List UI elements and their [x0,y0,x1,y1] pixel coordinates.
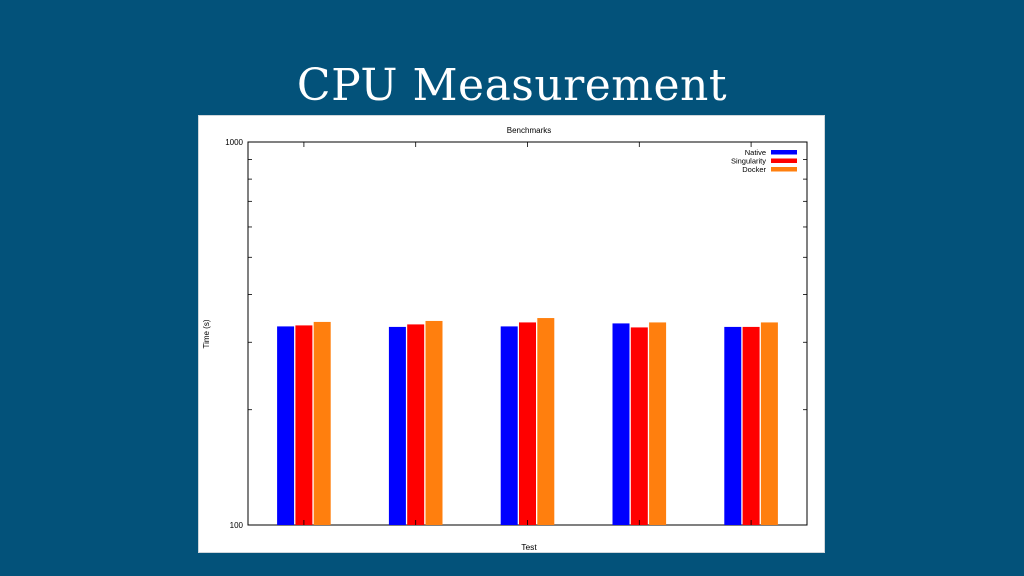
bar-native [612,323,630,525]
slide-title: CPU Measurement [296,60,728,111]
legend-label-native: Native [745,148,766,157]
legend-swatch-singularity [771,158,797,163]
x-axis-label: Test [521,542,537,552]
bar-native [724,326,742,525]
bar-native [388,326,406,525]
legend-label-docker: Docker [742,165,766,174]
bar-singularity [295,325,313,525]
y-axis-label: Time (s) [202,319,211,348]
chart-title: Benchmarks [507,126,551,135]
legend-swatch-native [771,150,797,155]
bar-docker [313,321,331,525]
legend-swatch-docker [771,167,797,172]
bar-docker [760,322,778,525]
bar-docker [649,322,667,525]
bar-docker [425,320,443,525]
bar-singularity [519,322,536,525]
bar-singularity [742,326,760,525]
benchmarks-chart: Benchmarks Test Time (s) 100 1000 NativeSi… [202,126,808,552]
bar-singularity [407,324,425,525]
y-tick-label: 100 [230,521,244,530]
bar-singularity [630,327,648,525]
y-tick-label: 1000 [225,138,243,147]
bar-native [277,326,295,525]
bar-native [500,326,518,525]
chart-frame: Benchmarks Test Time (s) 100 1000 Native Si… [198,115,825,553]
bar-docker [537,318,555,525]
legend-label-singularity: Singularity [731,157,766,166]
